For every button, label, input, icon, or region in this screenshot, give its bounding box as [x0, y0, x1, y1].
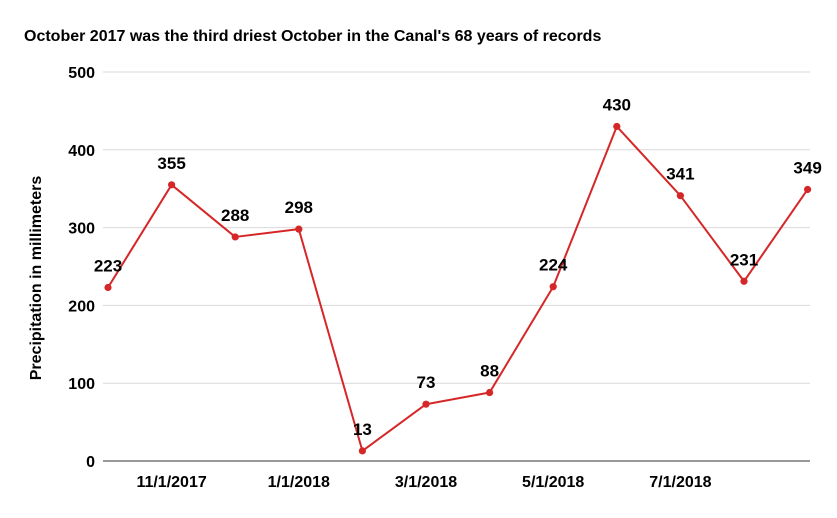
y-tick-label: 500 [68, 65, 95, 82]
data-label: 223 [94, 257, 122, 276]
data-point [486, 388, 494, 397]
data-point [231, 233, 239, 241]
data-label: 288 [221, 206, 249, 225]
data-label: 355 [157, 154, 185, 173]
x-tick-label: 7/1/2018 [649, 474, 711, 491]
y-axis-ticks: 0 100 200 300 400 500 [68, 65, 95, 471]
data-point [740, 277, 748, 285]
data-point [358, 447, 366, 455]
gridlines [103, 71, 810, 384]
x-tick-label: 3/1/2018 [395, 474, 457, 491]
chart-title: October 2017 was the third driest Octobe… [24, 28, 601, 45]
data-label: 231 [730, 250, 758, 269]
data-point [804, 185, 812, 194]
data-point [168, 181, 176, 189]
series-line [107, 125, 809, 452]
data-point [295, 225, 303, 233]
data-label: 224 [539, 256, 568, 275]
data-label: 298 [285, 198, 313, 217]
data-point [422, 400, 430, 408]
data-points [104, 122, 812, 455]
data-label: 13 [353, 420, 372, 439]
x-tick-label: 11/1/2017 [136, 474, 206, 491]
y-tick-label: 400 [68, 143, 95, 160]
data-label: 349 [793, 158, 821, 177]
data-label: 341 [666, 165, 694, 184]
data-label: 88 [480, 362, 499, 381]
x-tick-label: 5/1/2018 [522, 474, 584, 491]
y-tick-label: 0 [86, 454, 95, 471]
data-label: 73 [417, 373, 436, 392]
data-point [549, 283, 557, 291]
data-point [676, 192, 685, 200]
x-tick-label: 1/1/2018 [268, 474, 330, 491]
y-axis-label: Precipitation in millimeters [28, 176, 45, 381]
data-label: 430 [603, 95, 631, 114]
y-tick-label: 200 [68, 298, 95, 315]
data-point [104, 283, 112, 292]
x-axis-ticks: 11/1/2017 1/1/2018 3/1/2018 5/1/2018 7/1/201… [136, 474, 711, 491]
data-point [613, 122, 621, 131]
y-tick-label: 300 [68, 221, 95, 238]
data-labels: 223 355 288 298 13 73 88 224 430 341 231 349 [94, 95, 822, 438]
y-tick-label: 100 [68, 376, 95, 393]
